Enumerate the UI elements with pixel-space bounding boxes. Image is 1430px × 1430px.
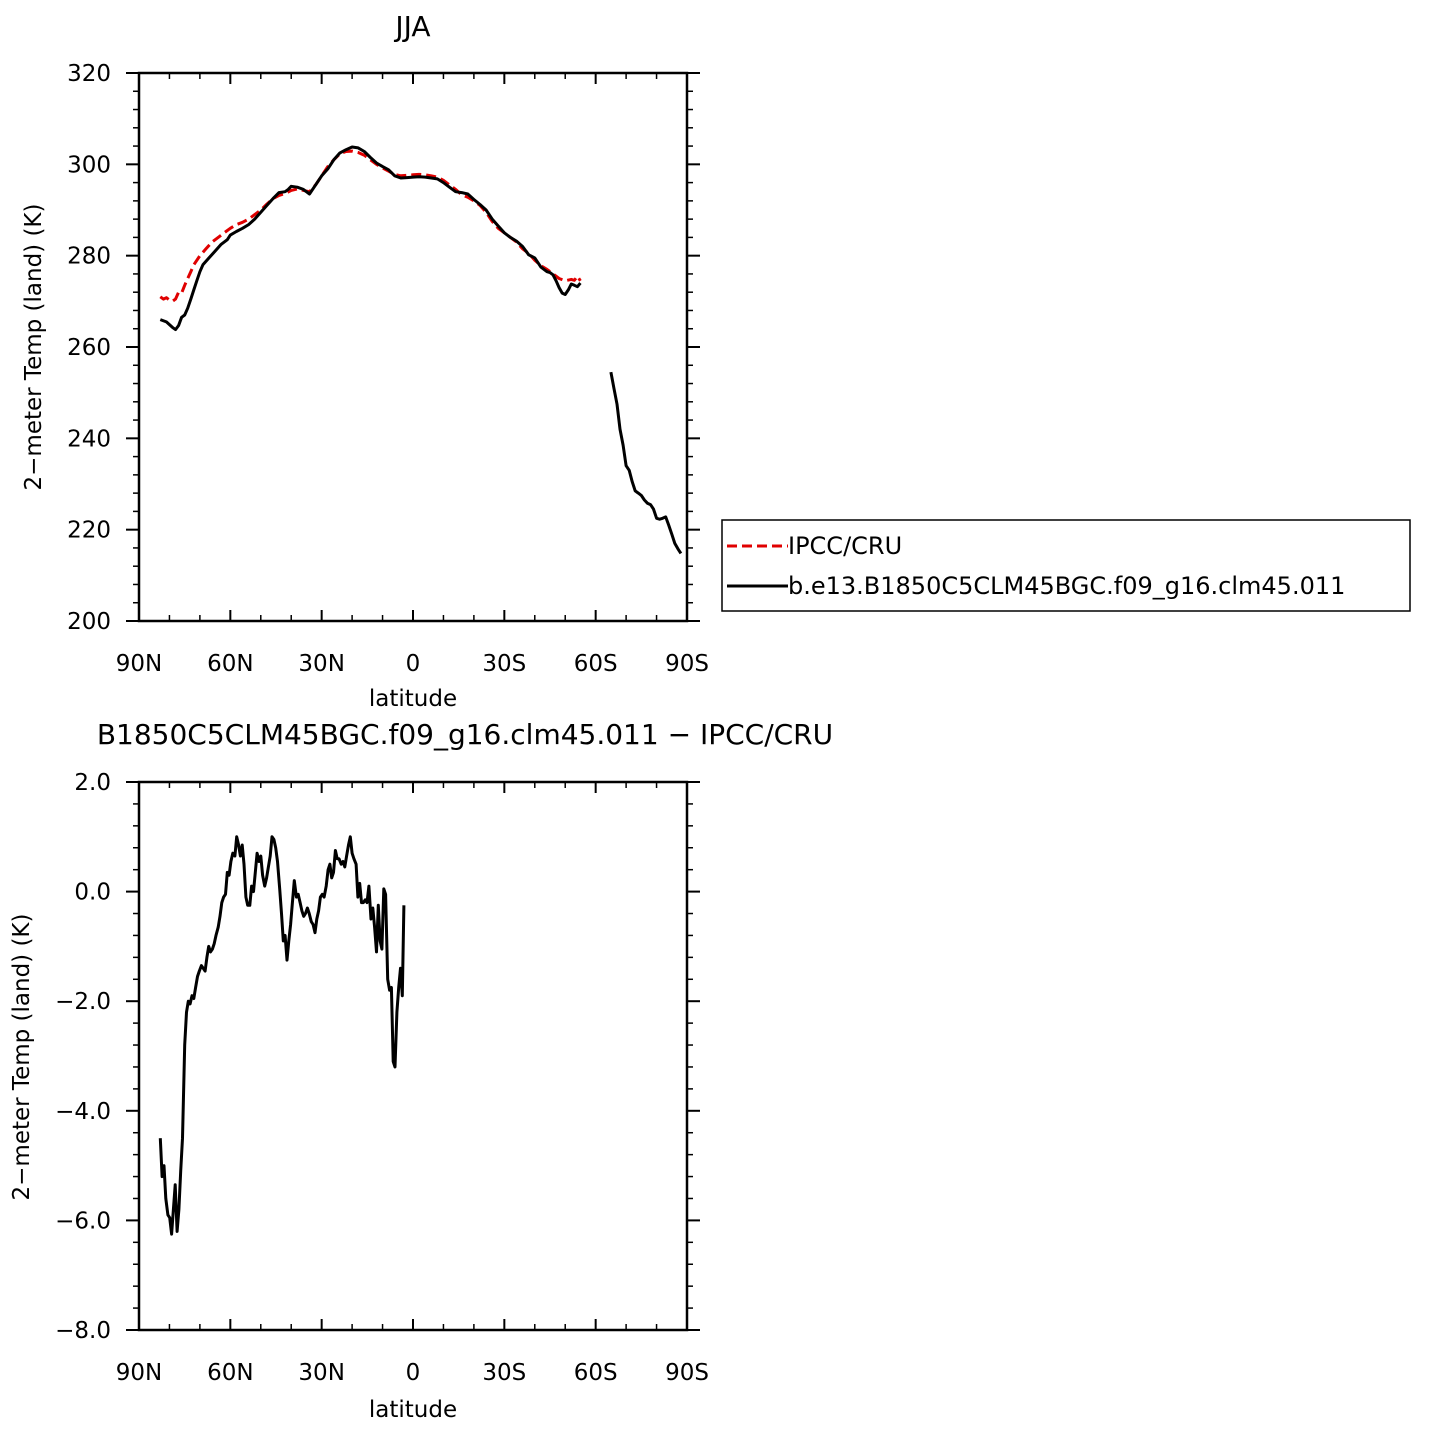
y-tick-label: 200 [67,609,111,635]
x-tick-label: 30N [298,651,344,677]
x-axis-title-top: latitude [369,686,457,712]
y-tick-label: −8.0 [55,1318,111,1344]
x-tick-label: 90S [665,1360,709,1386]
y-tick-label: 0.0 [74,880,111,906]
legend-label-model: b.e13.B1850C5CLM45BGC.f09_g16.clm45.011 [788,572,1345,600]
x-tick-label: 60N [207,1360,253,1386]
x-tick-label: 60S [574,651,618,677]
y-tick-label: 320 [67,61,111,87]
y-tick-label: 2.0 [74,770,111,796]
series-line-difference [158,835,406,1236]
y-tick-label: 220 [67,518,111,544]
x-tick-label: 30N [298,1360,344,1386]
series-line-model [159,145,582,332]
x-tick-label: 0 [406,651,421,677]
legend-box [721,519,1411,612]
x-tick-label: 90N [116,651,162,677]
x-tick-label: 60N [207,651,253,677]
y-tick-label: 280 [67,244,111,270]
plot-title-bottom: B1850C5CLM45BGC.f09_g16.clm45.011 − IPCC… [97,718,833,751]
plot-frame-top [137,71,689,623]
x-tick-label: 0 [406,1360,421,1386]
y-axis-title-bottom: 2−meter Temp (land) (K) [9,914,35,1201]
x-tick-label: 30S [482,651,526,677]
legend: IPCC/CRU b.e13.B1850C5CLM45BGC.f09_g16.c… [721,519,1411,612]
y-tick-label: −6.0 [55,1208,111,1234]
x-tick-label: 90N [116,1360,162,1386]
x-tick-label: 30S [482,1360,526,1386]
y-tick-label: 300 [67,152,111,178]
series-line-model [609,371,683,555]
y-tick-label: 240 [67,426,111,452]
y-axis-title-top: 2−meter Temp (land) (K) [21,204,47,491]
x-tick-label: 90S [665,651,709,677]
y-tick-label: −4.0 [55,1099,111,1125]
plot-frame-bottom [137,780,689,1332]
legend-label-ipcc-cru: IPCC/CRU [788,532,902,560]
series-line-ipcc-cru [159,149,582,303]
x-axis-title-bottom: latitude [369,1397,457,1423]
y-tick-label: 260 [67,335,111,361]
panel-bottom: B1850C5CLM45BGC.f09_g16.clm45.011 − IPCC… [9,718,833,1423]
plot-title-top: JJA [393,10,430,43]
panel-top: JJA 2−meter Temp (land) (K) latitude 90N… [21,10,709,712]
y-tick-label: −2.0 [55,989,111,1015]
x-tick-label: 60S [574,1360,618,1386]
